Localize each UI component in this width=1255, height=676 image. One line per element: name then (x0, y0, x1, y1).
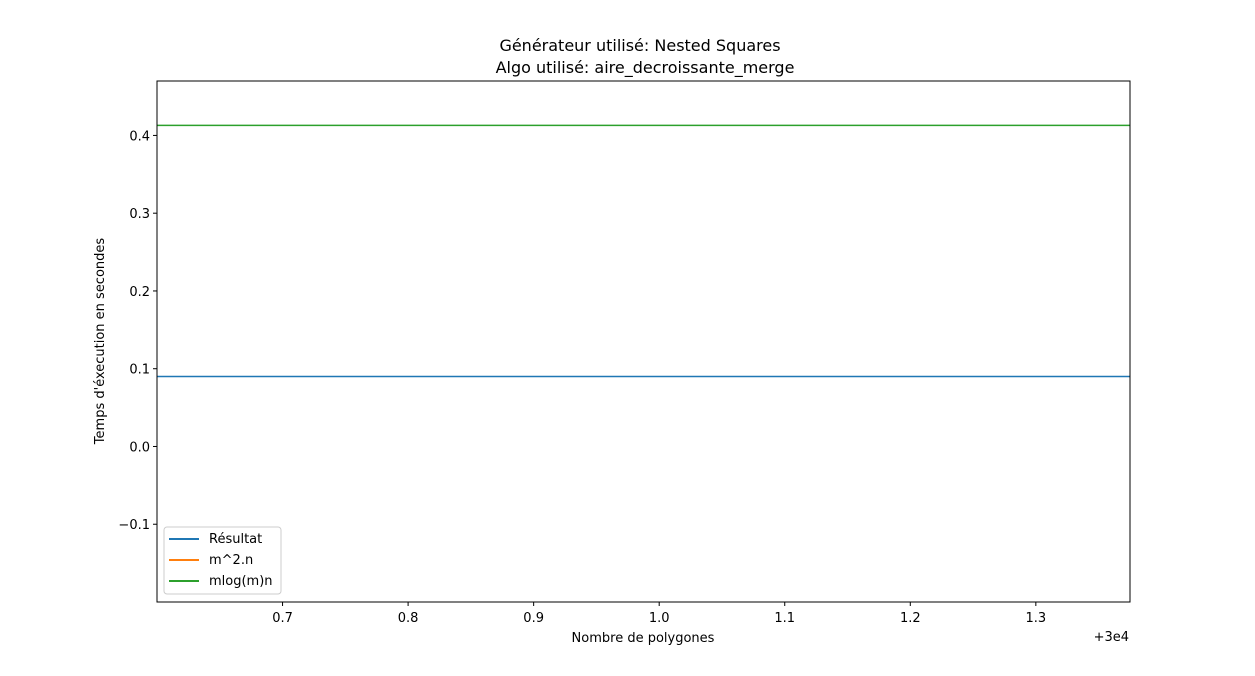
legend-label-mlog-m-n: mlog(m)n (209, 574, 273, 589)
x-axis-label: Nombre de polygones (572, 631, 715, 646)
y-tick-label: 0.3 (129, 207, 150, 222)
x-tick-label: 0.7 (272, 611, 293, 626)
legend-box (163, 526, 282, 595)
legend-label-r-sultat: Résultat (209, 532, 262, 547)
x-tick-label: 1.1 (774, 611, 795, 626)
plot-area (157, 124, 1130, 378)
y-tick-label: −0.1 (118, 518, 150, 533)
x-axis: 0.7 0.8 0.9 1.0 1.1 1.2 1.3 (272, 602, 1046, 626)
x-offset-label: +3e4 (1094, 630, 1129, 645)
x-tick-label: 0.8 (398, 611, 419, 626)
x-tick-label: 0.9 (523, 611, 544, 626)
y-axis: −0.1 0.0 0.1 0.2 0.3 0.4 (118, 129, 157, 533)
y-tick-label: 0.0 (129, 440, 150, 455)
x-tick-label: 1.3 (1025, 611, 1046, 626)
axes-frame (156, 80, 1131, 603)
y-axis-label: Temps d'éxecution en secondes (93, 238, 108, 446)
x-tick-label: 1.2 (900, 611, 921, 626)
chart-title-line1: Générateur utilisé: Nested Squares (499, 36, 780, 55)
x-tick-label: 1.0 (649, 611, 670, 626)
legend-label-m-2-n: m^2.n (209, 553, 253, 568)
legend: Résultat m^2.n mlog(m)n (163, 526, 282, 595)
chart-title-line2: Algo utilisé: aire_decroissante_merge (496, 58, 795, 78)
y-tick-label: 0.1 (129, 363, 150, 378)
y-tick-label: 0.2 (129, 285, 150, 300)
y-tick-label: 0.4 (129, 129, 150, 144)
